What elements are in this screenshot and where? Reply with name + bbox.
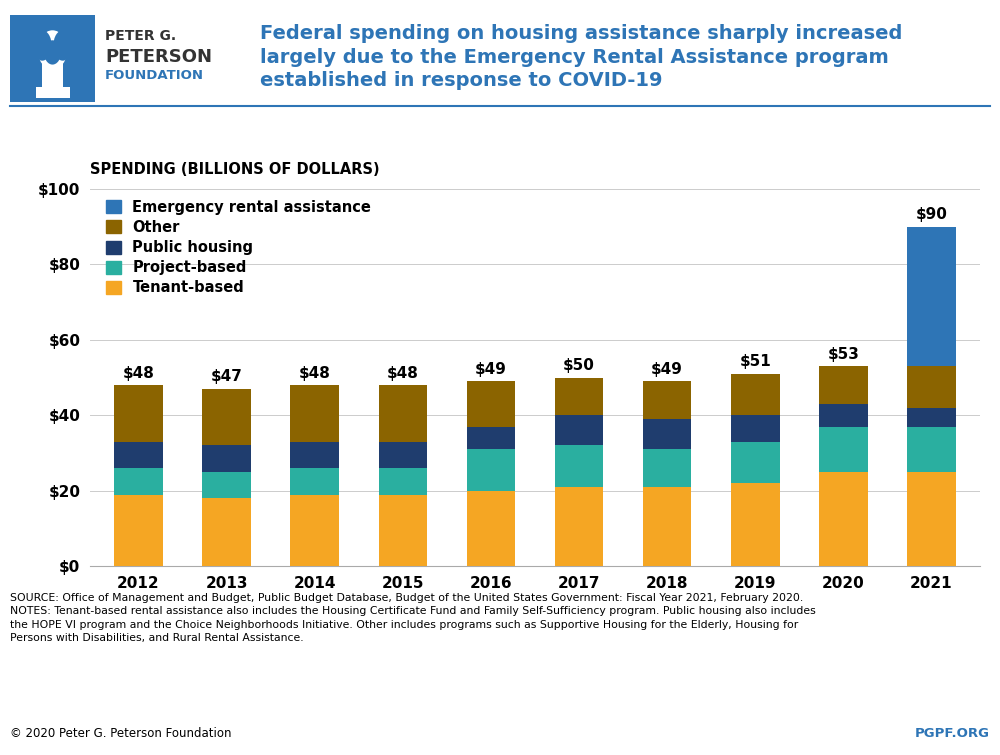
Bar	[290, 385, 339, 442]
Bar	[555, 415, 603, 445]
Text: established in response to COVID-19: established in response to COVID-19	[260, 71, 662, 90]
Bar	[731, 415, 780, 442]
Bar	[555, 445, 603, 487]
Bar	[907, 366, 956, 408]
Bar	[114, 468, 163, 495]
Bar	[379, 495, 427, 566]
Bar	[467, 381, 515, 427]
Bar	[819, 427, 868, 472]
Text: $47: $47	[211, 369, 243, 384]
Ellipse shape	[44, 40, 61, 65]
Bar	[731, 374, 780, 415]
Bar	[202, 472, 251, 498]
Text: largely due to the Emergency Rental Assistance program: largely due to the Emergency Rental Assi…	[260, 48, 889, 66]
Bar	[290, 468, 339, 495]
Bar	[907, 408, 956, 427]
Bar	[379, 442, 427, 468]
Ellipse shape	[53, 30, 72, 60]
Bar	[114, 385, 163, 442]
Ellipse shape	[38, 30, 67, 69]
Legend: Emergency rental assistance, Other, Public housing, Project-based, Tenant-based: Emergency rental assistance, Other, Publ…	[106, 200, 371, 295]
Text: $51: $51	[739, 354, 771, 369]
Bar	[907, 472, 956, 566]
Text: PGPF.ORG: PGPF.ORG	[915, 727, 990, 740]
Bar	[643, 419, 691, 449]
Ellipse shape	[33, 30, 52, 60]
Bar	[467, 427, 515, 449]
Text: SOURCE: Office of Management and Budget, ⁣Public Budget Database, Budget of the : SOURCE: Office of Management and Budget,…	[10, 593, 816, 643]
Text: SPENDING (BILLIONS OF DOLLARS): SPENDING (BILLIONS OF DOLLARS)	[90, 162, 380, 177]
Bar	[202, 498, 251, 566]
Bar	[731, 442, 780, 483]
Bar	[643, 487, 691, 566]
Bar	[202, 445, 251, 472]
Bar	[643, 381, 691, 419]
Bar	[907, 427, 956, 472]
Bar	[114, 442, 163, 468]
Text: $49: $49	[651, 362, 683, 377]
Bar	[731, 483, 780, 566]
Text: $90: $90	[916, 207, 947, 222]
Text: FOUNDATION: FOUNDATION	[105, 69, 204, 82]
Bar	[290, 495, 339, 566]
Bar	[643, 449, 691, 487]
Text: $53: $53	[827, 347, 859, 362]
Bar	[467, 449, 515, 491]
Bar	[555, 378, 603, 415]
Bar	[819, 472, 868, 566]
Text: PETERSON: PETERSON	[105, 48, 212, 66]
Bar	[819, 366, 868, 404]
Text: $48: $48	[299, 365, 331, 381]
Bar	[379, 385, 427, 442]
Text: $50: $50	[563, 358, 595, 373]
Text: $49: $49	[475, 362, 507, 377]
Text: Federal spending on housing assistance sharply increased: Federal spending on housing assistance s…	[260, 24, 902, 43]
Bar	[202, 389, 251, 445]
Text: PETER G.: PETER G.	[105, 29, 176, 43]
Text: $48: $48	[387, 365, 419, 381]
Bar	[114, 495, 163, 566]
Bar	[819, 404, 868, 427]
Bar	[379, 468, 427, 495]
Bar	[467, 491, 515, 566]
Bar	[555, 487, 603, 566]
Bar	[290, 442, 339, 468]
Bar	[42, 61, 63, 87]
Bar	[907, 226, 956, 366]
Text: © 2020 Peter G. Peterson Foundation: © 2020 Peter G. Peterson Foundation	[10, 727, 232, 740]
Text: $48: $48	[123, 365, 154, 381]
Bar	[36, 87, 70, 97]
